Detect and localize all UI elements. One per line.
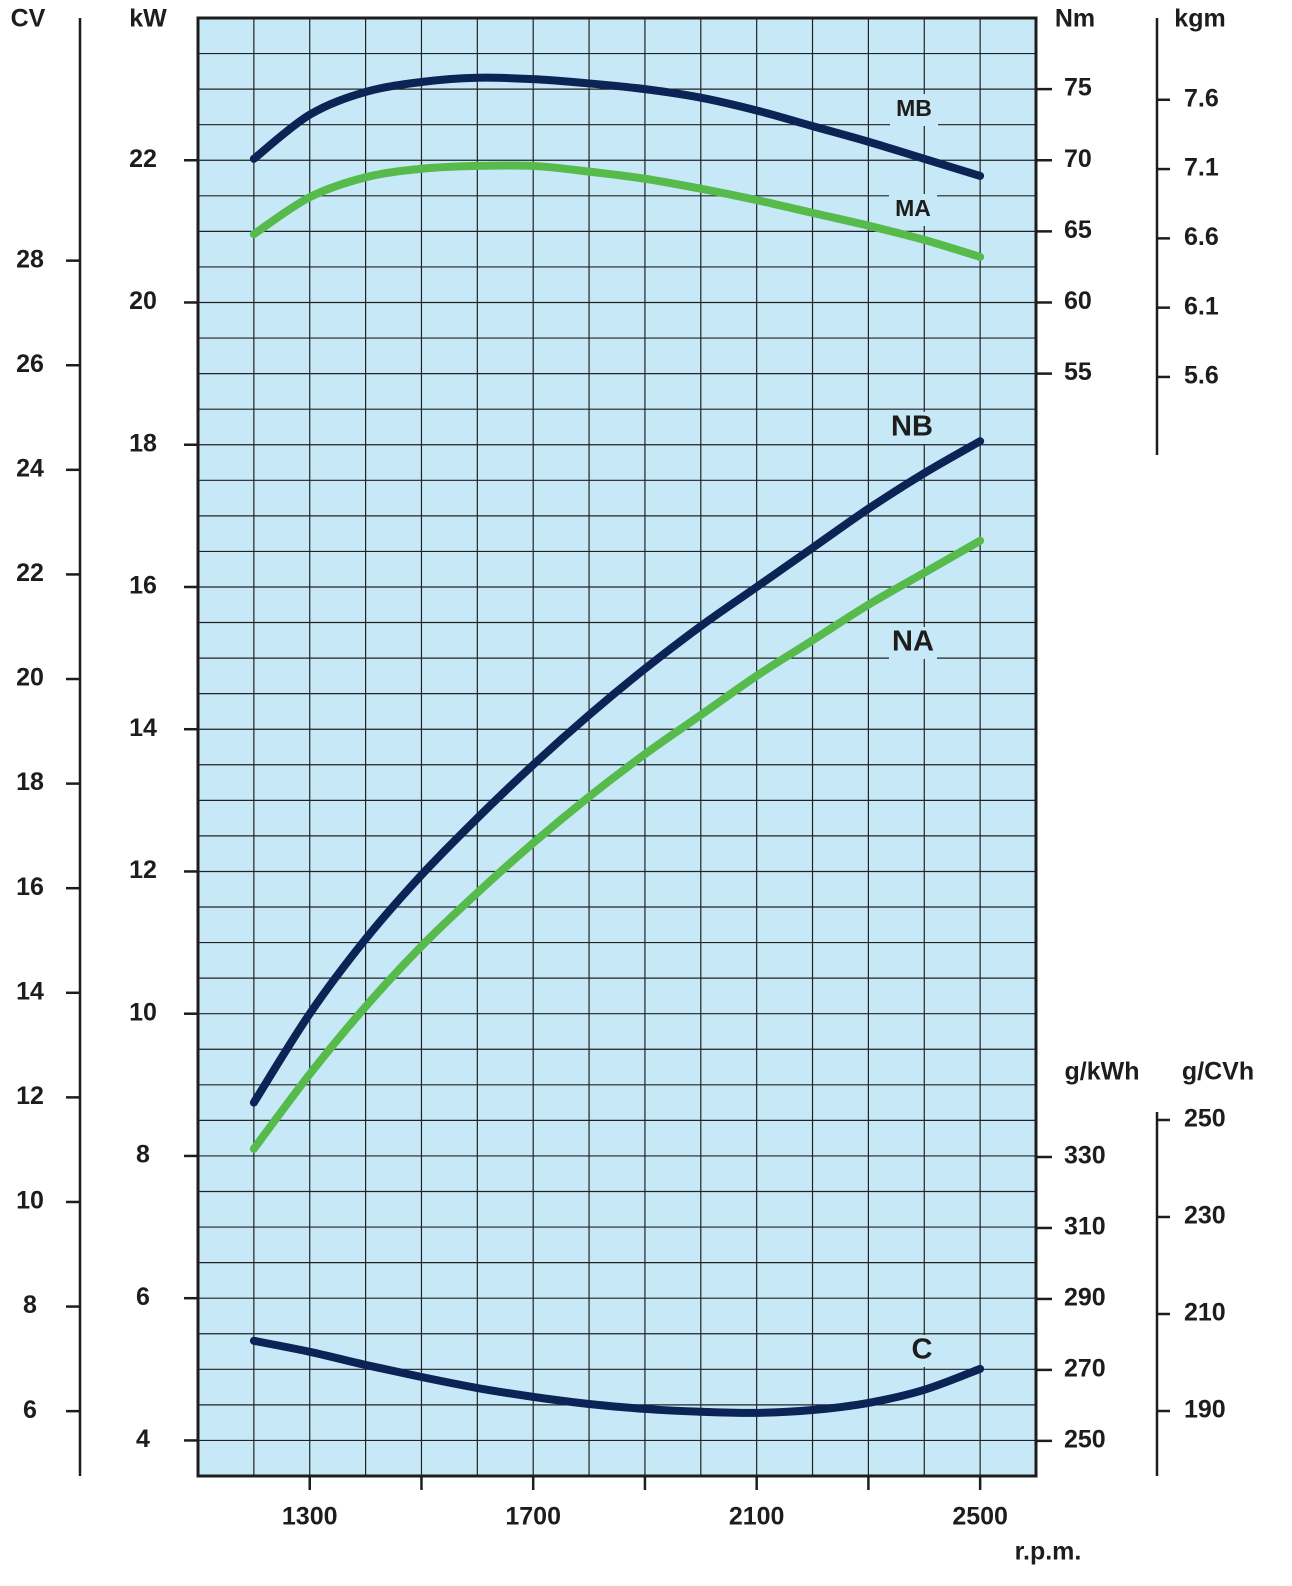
y-tick-label: 7.6 [1184,84,1219,112]
curve-label-background [890,94,938,126]
curve-label: NB [891,411,933,443]
plot-background [198,18,1036,1476]
curve [249,73,985,180]
y-tick-label: 270 [1064,1355,1106,1383]
y-tick-label: 330 [1064,1142,1106,1170]
x-tick-label: 1700 [505,1503,561,1531]
y-tick-label: 250 [1064,1425,1106,1453]
y-tick-label: 6 [136,1283,150,1311]
x-axis-title: r.p.m. [1015,1538,1082,1566]
y-tick-label: 250 [1184,1105,1226,1133]
y-axis-title: kW [129,5,167,33]
y-tick-label: 22 [129,145,157,173]
y-tick-label: 75 [1064,74,1092,102]
curve-label-background [888,412,936,444]
y-tick-label: 28 [16,245,44,273]
y-tick-label: 12 [16,1082,44,1110]
y-tick-label: 210 [1184,1299,1226,1327]
plot-frame [196,16,1038,1478]
curve-label: MB [896,95,932,121]
y-tick-label: 5.6 [1184,362,1219,390]
curve-label-background [889,194,937,226]
y-tick-label: 20 [129,287,157,315]
y-tick-label: 6 [23,1396,37,1424]
curve-label: MA [895,195,931,221]
y-tick-label: 16 [16,873,44,901]
y-tick-label: 22 [16,559,44,587]
y-tick-label: 190 [1184,1396,1226,1424]
y-tick-label: 55 [1064,358,1092,386]
y-axis-title: kgm [1174,5,1225,33]
y-tick-label: 65 [1064,216,1092,244]
y-tick-label: 26 [16,350,44,378]
y-tick-label: 20 [16,664,44,692]
y-axis-title: g/kWh [1065,1058,1140,1086]
curve [249,161,985,261]
y-tick-label: 16 [129,572,157,600]
y-tick-label: 14 [16,977,44,1005]
x-tick-label: 1300 [282,1503,338,1531]
curve [249,1336,985,1417]
x-tick-label: 2500 [952,1503,1008,1531]
y-tick-label: 6.1 [1184,292,1219,320]
y-tick-label: 12 [129,856,157,884]
curve [249,437,985,1107]
curve-label-background [898,1335,946,1367]
curve-label: C [912,1334,933,1366]
y-tick-label: 4 [136,1425,150,1453]
y-tick-label: 8 [23,1291,37,1319]
y-tick-label: 6.6 [1184,223,1219,251]
y-tick-label: 10 [16,1187,44,1215]
y-tick-label: 10 [129,998,157,1026]
y-tick-label: 310 [1064,1213,1106,1241]
y-tick-label: 230 [1184,1202,1226,1230]
y-tick-label: 18 [16,768,44,796]
y-tick-label: 14 [129,714,157,742]
curve-label: NA [892,626,934,658]
y-tick-label: 8 [136,1141,150,1169]
y-tick-label: 290 [1064,1284,1106,1312]
y-tick-label: 24 [16,454,44,482]
y-tick-label: 7.1 [1184,154,1219,182]
y-axis-title: Nm [1055,5,1095,33]
y-tick-label: 60 [1064,287,1092,315]
x-tick-label: 2100 [729,1503,785,1531]
y-tick-label: 70 [1064,145,1092,173]
y-axis-title: g/CVh [1182,1058,1254,1086]
curve [249,536,985,1153]
curve-label-background [889,627,937,659]
y-tick-label: 18 [129,429,157,457]
y-axis-title: CV [11,5,46,33]
